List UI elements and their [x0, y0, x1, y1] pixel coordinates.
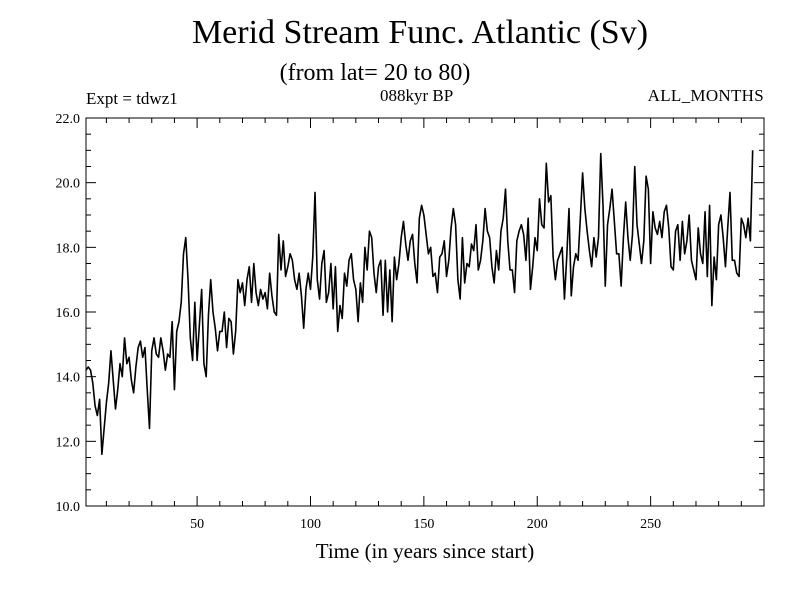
period-label: 088kyr BP	[380, 86, 454, 105]
x-axis: 50 100 150 200 250	[105, 118, 742, 532]
y-tick-label: 16.0	[56, 306, 81, 321]
y-axis: 10.0 12.0 14.0 16.0 18.0 20.0 22.0	[56, 112, 764, 515]
y-tick-label: 18.0	[56, 241, 81, 256]
y-tick-label: 14.0	[56, 371, 81, 386]
plot-frame	[85, 117, 765, 507]
y-tick-label: 12.0	[56, 435, 81, 450]
y-tick-label: 22.0	[56, 112, 81, 127]
x-tick-label: 250	[640, 517, 661, 532]
experiment-label: Expt = tdwz1	[86, 89, 178, 108]
x-axis-label: Time (in years since start)	[315, 539, 535, 563]
y-tick-label: 20.0	[56, 177, 81, 192]
x-tick-label: 50	[190, 517, 204, 532]
chart-subtitle: (from lat= 20 to 80)	[279, 60, 471, 86]
x-tick-label: 150	[413, 517, 434, 532]
x-tick-label: 100	[300, 517, 321, 532]
series-line	[85, 150, 754, 456]
months-label: ALL_MONTHS	[647, 86, 764, 105]
x-tick-label: 200	[527, 517, 548, 532]
chart-title: Merid Stream Func. Atlantic (Sv)	[191, 14, 649, 51]
y-tick-label: 10.0	[56, 500, 81, 515]
